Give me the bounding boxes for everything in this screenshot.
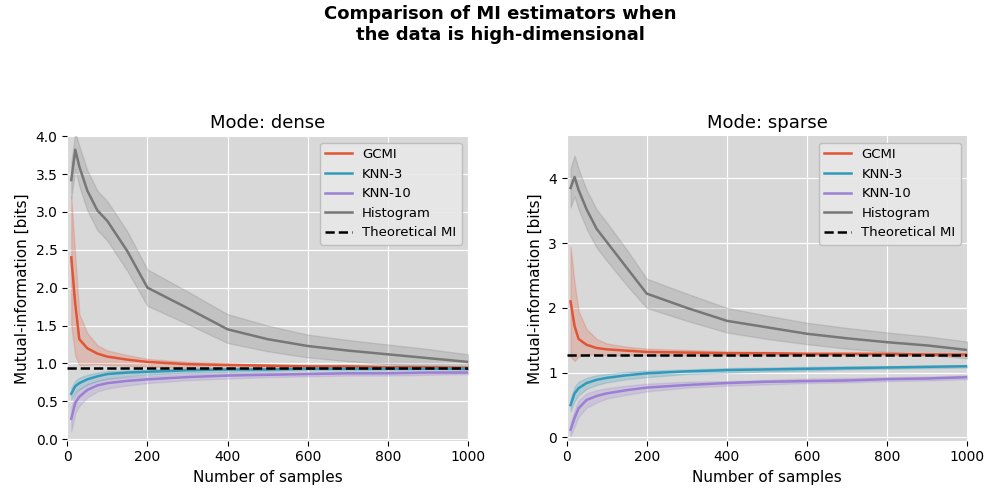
X-axis label: Number of samples: Number of samples	[193, 470, 343, 485]
Title: Mode: dense: Mode: dense	[210, 114, 325, 132]
Legend: GCMI, KNN-3, KNN-10, Histogram, Theoretical MI: GCMI, KNN-3, KNN-10, Histogram, Theoreti…	[320, 142, 462, 244]
Legend: GCMI, KNN-3, KNN-10, Histogram, Theoretical MI: GCMI, KNN-3, KNN-10, Histogram, Theoreti…	[819, 142, 961, 244]
Text: Comparison of MI estimators when
the data is high-dimensional: Comparison of MI estimators when the dat…	[324, 5, 676, 44]
X-axis label: Number of samples: Number of samples	[692, 470, 842, 485]
Y-axis label: Mutual-information [bits]: Mutual-information [bits]	[527, 193, 542, 384]
Title: Mode: sparse: Mode: sparse	[707, 114, 827, 132]
Y-axis label: Mutual-information [bits]: Mutual-information [bits]	[15, 193, 30, 384]
